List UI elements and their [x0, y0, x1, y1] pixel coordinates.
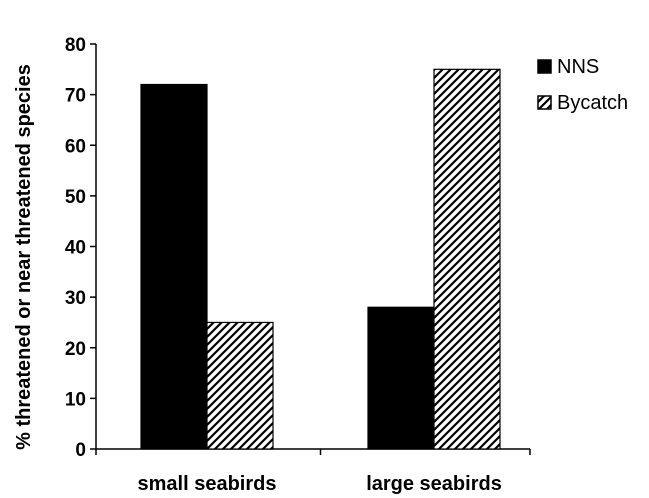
legend: NNS Bycatch [537, 56, 628, 114]
legend-swatch-nns [537, 59, 552, 74]
bar-nns-small-seabirds [140, 83, 208, 450]
y-tick-label: 80 [65, 35, 86, 56]
legend-swatch-bycatch [537, 95, 552, 110]
y-tick-label: 50 [65, 187, 86, 208]
bar-nns-large-seabirds [367, 306, 435, 450]
x-category-label: large seabirds [366, 473, 502, 495]
y-tick-label: 0 [75, 440, 86, 461]
y-tick-label: 40 [65, 238, 86, 259]
y-tick-label: 10 [65, 389, 86, 410]
y-tick-label: 70 [65, 86, 86, 107]
bar-bycatch-small-seabirds [206, 321, 274, 450]
y-tick-label: 20 [65, 339, 86, 360]
bar-bycatch-large-seabirds [433, 68, 501, 450]
y-tick-label: 30 [65, 288, 86, 309]
plot-area: 0 10 20 30 40 50 60 70 80 small seabirds large sea… [65, 35, 531, 495]
legend-label-nns: NNS [557, 56, 599, 78]
y-axis-title: % threatened or near threatened species [13, 64, 35, 450]
legend-label-bycatch: Bycatch [557, 92, 628, 114]
x-category-label: small seabirds [138, 473, 277, 495]
y-tick-label: 60 [65, 136, 86, 157]
